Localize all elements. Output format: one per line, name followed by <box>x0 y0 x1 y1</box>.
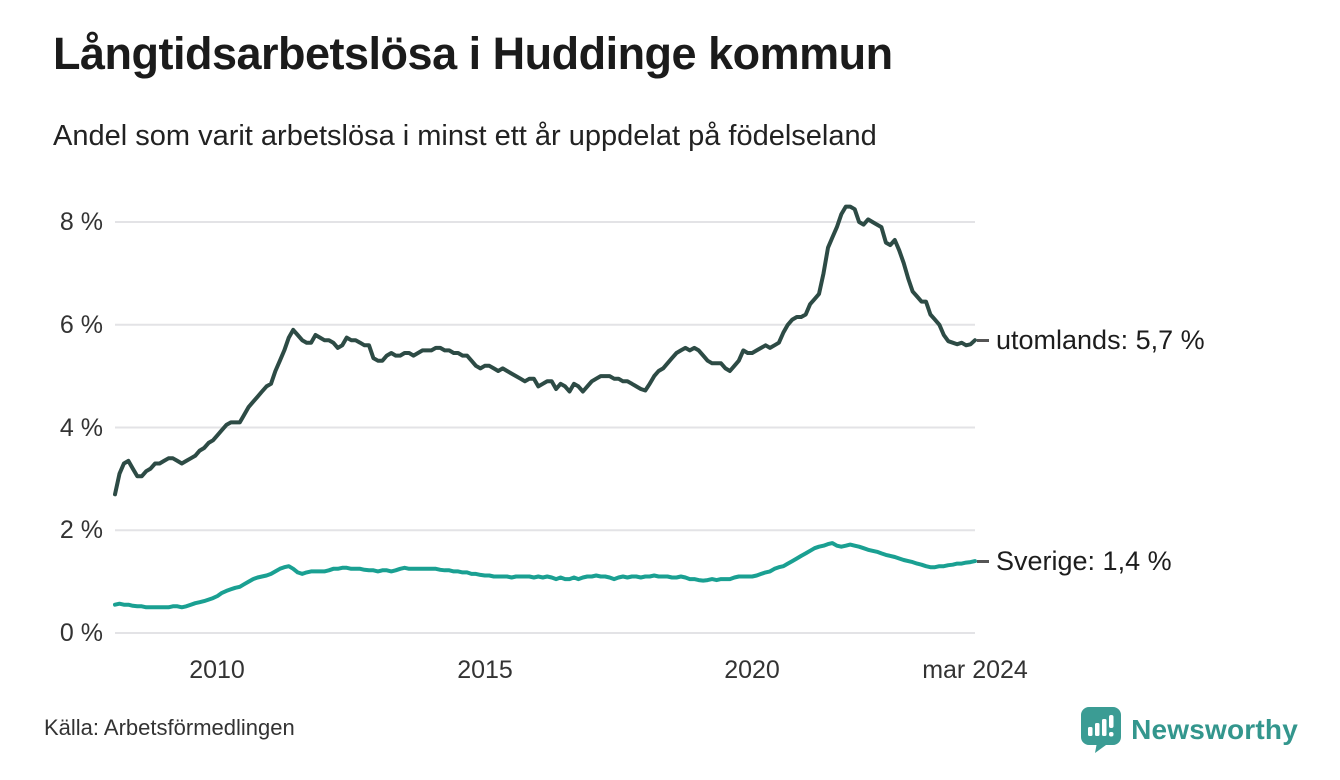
y-axis-tick-4: 4 % <box>59 413 103 442</box>
y-axis-tick-0: 0 % <box>59 619 103 647</box>
source-attribution: Källa: Arbetsförmedlingen <box>44 715 295 740</box>
y-axis-tick-8: 8 % <box>59 208 103 236</box>
series-label-sverige-text: Sverige: 1,4 % <box>996 546 1172 577</box>
y-axis-tick-6: 6 % <box>59 310 103 339</box>
newsworthy-logo-text: Newsworthy <box>1131 713 1298 745</box>
series-line-Sverige <box>113 541 977 610</box>
page-title: Långtidsarbetslösa i Huddinge kommun <box>53 28 893 79</box>
x-axis-tick-2020: 2020 <box>724 656 780 684</box>
x-axis-tick-2015: 2015 <box>457 656 513 684</box>
series-line-utomlands <box>113 204 977 497</box>
x-axis-tick-2010: 2010 <box>189 656 245 684</box>
page-subtitle: Andel som varit arbetslösa i minst ett å… <box>53 120 877 152</box>
series-label-utomlands: utomlands: 5,7 % <box>977 323 1205 357</box>
label-connector-line <box>977 338 989 342</box>
label-connector-line <box>977 559 989 563</box>
series-label-sverige: Sverige: 1,4 % <box>977 544 1172 578</box>
series-label-utomlands-text: utomlands: 5,7 % <box>996 325 1205 356</box>
newsworthy-logo-icon <box>1081 707 1122 753</box>
x-axis-tick-mar-2024: mar 2024 <box>922 656 1028 684</box>
newsworthy-branding: Newsworthy <box>1080 706 1298 753</box>
y-axis-tick-2: 2 % <box>59 516 103 545</box>
